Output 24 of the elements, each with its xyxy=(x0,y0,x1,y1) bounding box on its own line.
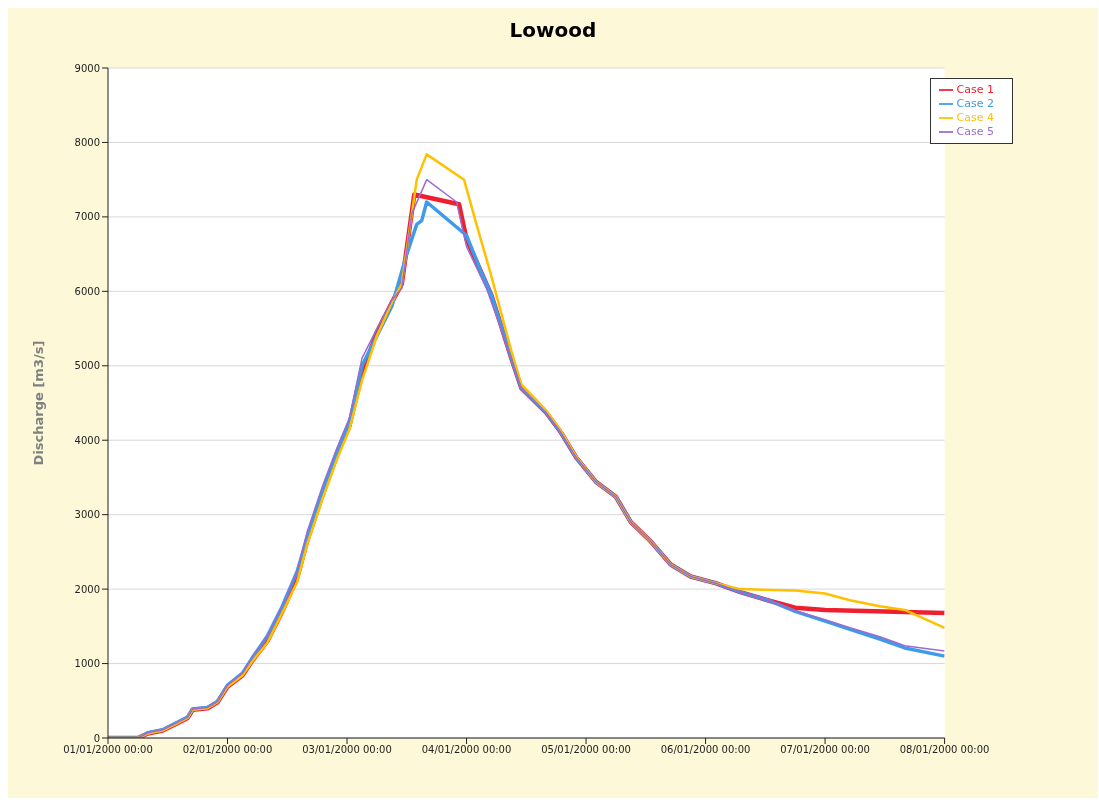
y-tick-label: 6000 xyxy=(74,285,100,297)
legend-label: Case 4 xyxy=(956,111,994,124)
y-tick-label: 5000 xyxy=(74,360,100,372)
y-tick-label: 9000 xyxy=(74,62,100,74)
y-tick-label: 4000 xyxy=(74,434,100,446)
x-tick-label: 02/01/2000 00:00 xyxy=(182,744,273,756)
x-tick-label: 08/01/2000 00:00 xyxy=(899,744,990,756)
chart-title: Lowood xyxy=(508,17,598,44)
legend-label: Case 2 xyxy=(956,97,994,110)
y-tick-label: 2000 xyxy=(74,583,100,595)
x-tick-label: 07/01/2000 00:00 xyxy=(780,744,870,756)
x-tick-label: 05/01/2000 00:00 xyxy=(541,744,631,756)
x-tick-label: 04/01/2000 00:00 xyxy=(421,744,512,756)
legend-label: Case 1 xyxy=(956,83,994,96)
x-tick-label: 03/01/2000 00:00 xyxy=(302,744,392,756)
y-axis-title: Discharge [m3/s] xyxy=(30,340,46,466)
y-tick-label: 8000 xyxy=(74,136,100,148)
x-tick-label: 06/01/2000 00:00 xyxy=(660,744,751,756)
legend-label: Case 5 xyxy=(956,125,994,138)
x-tick-label: 01/01/2000 00:00 xyxy=(63,744,153,756)
y-tick-label: 7000 xyxy=(74,211,100,223)
y-tick-label: 0 xyxy=(93,732,100,744)
y-tick-label: 3000 xyxy=(74,509,100,521)
y-tick-label: 1000 xyxy=(74,658,100,670)
